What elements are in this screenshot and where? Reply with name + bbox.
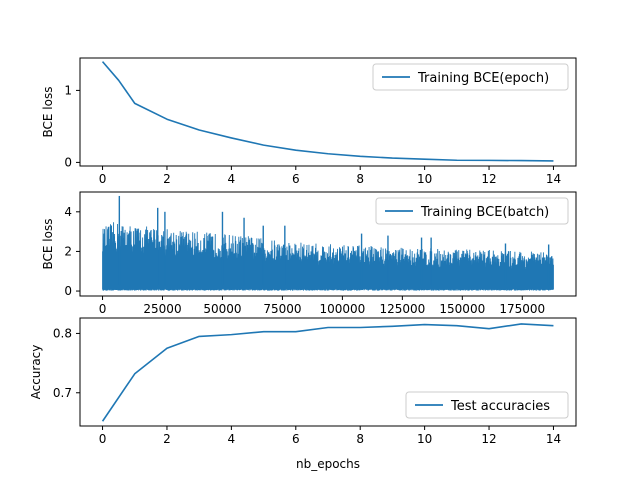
x-tick-label: 0 — [99, 172, 107, 186]
legend-label: Training BCE(epoch) — [417, 71, 549, 86]
y-tick-label: 4 — [64, 205, 72, 219]
x-tick-label: 14 — [546, 172, 561, 186]
x-tick-label: 10 — [417, 432, 432, 446]
y-tick-label: 0.7 — [53, 386, 72, 400]
series-line — [101, 61, 554, 162]
subplot-1: 0 2 4 6 8 10 12 14 0 1 BCE loss Training BCE(epoch) — [41, 57, 577, 186]
x-tick-label: 125000 — [379, 302, 425, 316]
legend-label: Test accuracies — [450, 399, 550, 414]
x-tick-label: 100000 — [319, 302, 365, 316]
x-tick-label: 4 — [228, 172, 236, 186]
x-tick-label: 175000 — [499, 302, 545, 316]
x-tick-label: 0 — [99, 432, 107, 446]
axes-frame — [79, 57, 577, 167]
y-axis-label: BCE loss — [41, 219, 55, 270]
legend-box — [372, 63, 569, 91]
y-tick-label: 0 — [64, 155, 72, 169]
legend-box — [405, 391, 569, 419]
y-tick-label: 0.8 — [53, 326, 72, 340]
legend: Test accuracies — [405, 391, 569, 419]
x-tick-label: 50000 — [203, 302, 241, 316]
x-tick-label: 2 — [163, 172, 171, 186]
x-tick-label: 8 — [356, 172, 364, 186]
plot-area — [101, 323, 554, 422]
x-tick-label: 150000 — [439, 302, 485, 316]
x-tick-label: 75000 — [263, 302, 301, 316]
x-tick-label: 2 — [163, 432, 171, 446]
x-tick-label: 6 — [292, 432, 300, 446]
y-axis-label: BCE loss — [41, 87, 55, 138]
x-tick-label: 12 — [481, 172, 496, 186]
axes-frame — [79, 191, 577, 297]
x-tick-label: 10 — [417, 172, 432, 186]
plot-area — [101, 61, 554, 162]
axes-frame — [79, 317, 577, 427]
y-tick-label: 0 — [64, 284, 72, 298]
x-tick-label: 4 — [228, 432, 236, 446]
x-tick-label: 12 — [481, 432, 496, 446]
plot-area — [102, 195, 554, 291]
series-batch-noise — [102, 222, 554, 291]
legend: Training BCE(batch) — [375, 197, 569, 225]
y-axis-label: Accuracy — [29, 345, 43, 400]
legend-box — [375, 197, 569, 225]
y-tick-label: 2 — [64, 244, 72, 258]
x-tick-label: 6 — [292, 172, 300, 186]
legend-label: Training BCE(batch) — [420, 205, 549, 220]
x-tick-label: 8 — [356, 432, 364, 446]
x-tick-label: 14 — [546, 432, 561, 446]
series-line — [101, 323, 554, 422]
subplot-3: 0 2 4 6 8 10 12 14 0.7 0.8 Accuracy nb_epochs Test a… — [29, 317, 577, 471]
x-tick-label: 0 — [99, 302, 107, 316]
subplot-2: 0 25000 50000 75000 100000 125000 150000 175000… — [41, 191, 577, 316]
x-axis-label: nb_epochs — [296, 457, 360, 471]
legend: Training BCE(epoch) — [372, 63, 569, 91]
y-tick-label: 1 — [64, 83, 72, 97]
x-tick-label: 25000 — [143, 302, 181, 316]
